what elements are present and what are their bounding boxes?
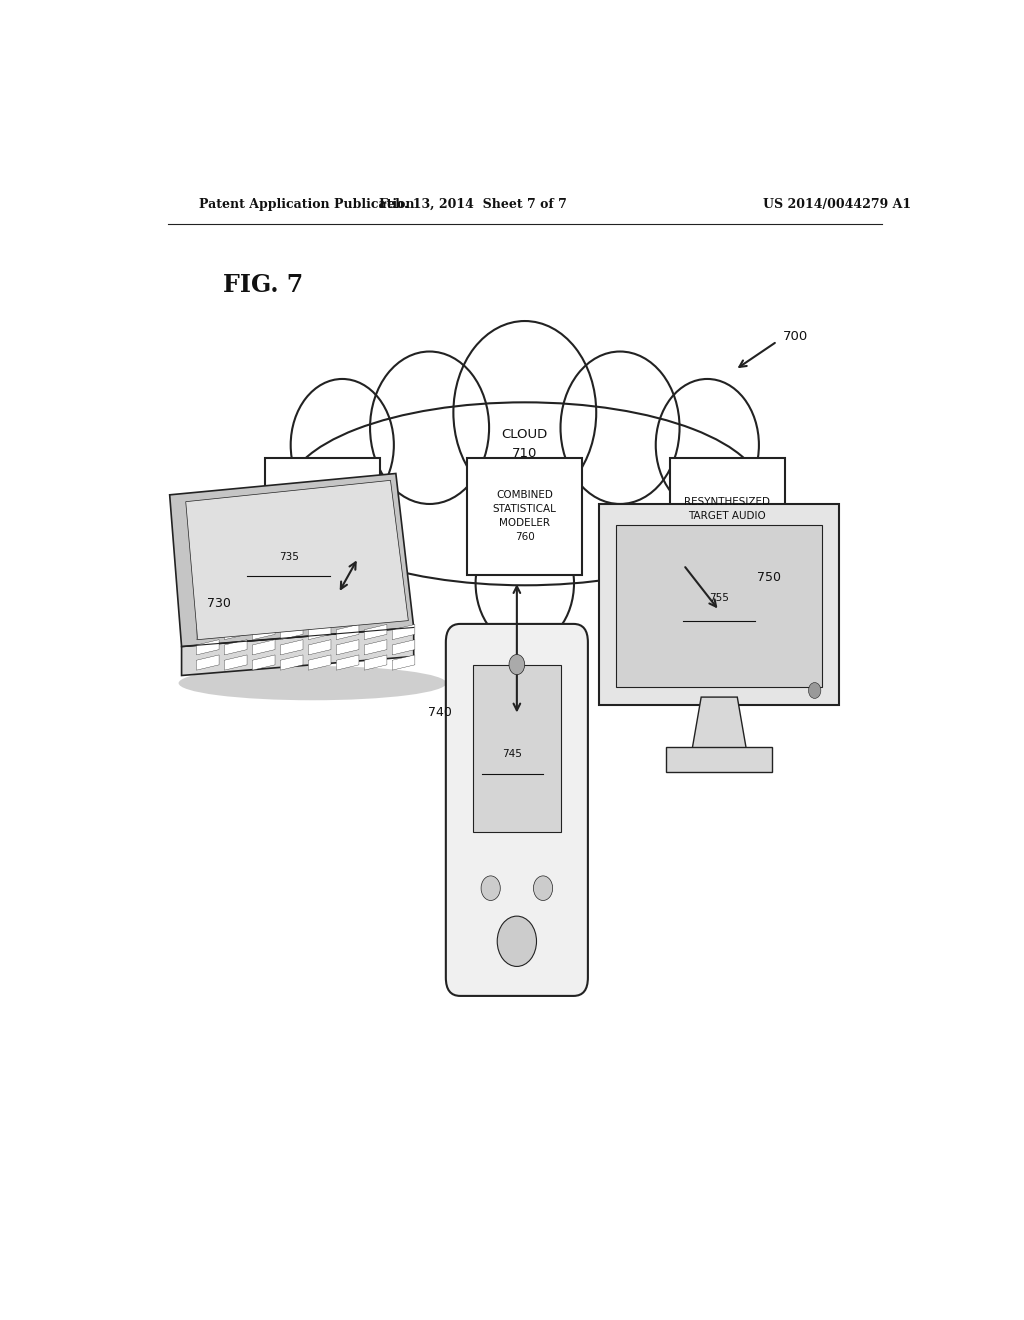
Text: Patent Application Publication: Patent Application Publication (200, 198, 415, 211)
Circle shape (481, 876, 501, 900)
Polygon shape (365, 624, 387, 640)
Polygon shape (224, 624, 247, 640)
Polygon shape (365, 640, 387, 655)
Ellipse shape (454, 321, 596, 504)
Text: RESYNTHESIZED
TARGET AUDIO
765: RESYNTHESIZED TARGET AUDIO 765 (684, 498, 770, 535)
Polygon shape (336, 640, 359, 655)
Polygon shape (197, 640, 219, 655)
Ellipse shape (291, 379, 394, 511)
Text: COMBINED
STATISTICAL
MODELER
760: COMBINED STATISTICAL MODELER 760 (493, 490, 557, 543)
Polygon shape (308, 624, 331, 640)
Text: FIG. 7: FIG. 7 (223, 273, 303, 297)
FancyBboxPatch shape (616, 525, 822, 688)
Polygon shape (224, 640, 247, 655)
Text: Feb. 13, 2014  Sheet 7 of 7: Feb. 13, 2014 Sheet 7 of 7 (379, 198, 567, 211)
FancyBboxPatch shape (445, 624, 588, 995)
Ellipse shape (178, 667, 446, 701)
Ellipse shape (560, 351, 680, 504)
Polygon shape (392, 640, 415, 655)
Text: 735: 735 (279, 552, 299, 562)
Text: US 2014/0044279 A1: US 2014/0044279 A1 (763, 198, 911, 211)
Polygon shape (185, 480, 409, 640)
Polygon shape (197, 624, 219, 640)
Text: SERVICE
PROVIDERS
720: SERVICE PROVIDERS 720 (293, 498, 352, 535)
Text: 740: 740 (428, 706, 452, 719)
Polygon shape (252, 640, 275, 655)
FancyBboxPatch shape (670, 458, 784, 574)
Text: 755: 755 (710, 593, 729, 603)
Circle shape (534, 876, 553, 900)
FancyBboxPatch shape (473, 664, 560, 833)
Circle shape (809, 682, 821, 698)
Text: 700: 700 (782, 330, 808, 343)
Ellipse shape (370, 351, 489, 504)
Text: 745: 745 (503, 748, 522, 759)
FancyBboxPatch shape (467, 458, 583, 574)
Ellipse shape (655, 515, 743, 626)
FancyBboxPatch shape (265, 458, 380, 574)
Ellipse shape (306, 515, 394, 626)
Polygon shape (224, 655, 247, 671)
Ellipse shape (287, 403, 763, 585)
FancyBboxPatch shape (599, 504, 839, 705)
Polygon shape (392, 624, 415, 640)
Polygon shape (336, 655, 359, 671)
Ellipse shape (475, 520, 574, 647)
Polygon shape (336, 624, 359, 640)
Polygon shape (691, 697, 748, 756)
Text: 750: 750 (757, 570, 780, 583)
Polygon shape (281, 640, 303, 655)
FancyBboxPatch shape (667, 747, 772, 772)
Polygon shape (281, 655, 303, 671)
Text: CLOUD: CLOUD (502, 429, 548, 441)
Polygon shape (281, 624, 303, 640)
Ellipse shape (655, 379, 759, 511)
Text: 730: 730 (207, 597, 231, 610)
Polygon shape (181, 627, 414, 676)
Polygon shape (308, 640, 331, 655)
Polygon shape (365, 655, 387, 671)
Text: 710: 710 (512, 446, 538, 459)
Polygon shape (252, 655, 275, 671)
Circle shape (509, 655, 524, 675)
Polygon shape (197, 655, 219, 671)
Polygon shape (252, 624, 275, 640)
Polygon shape (308, 655, 331, 671)
Polygon shape (170, 474, 414, 647)
Polygon shape (392, 655, 415, 671)
Circle shape (498, 916, 537, 966)
